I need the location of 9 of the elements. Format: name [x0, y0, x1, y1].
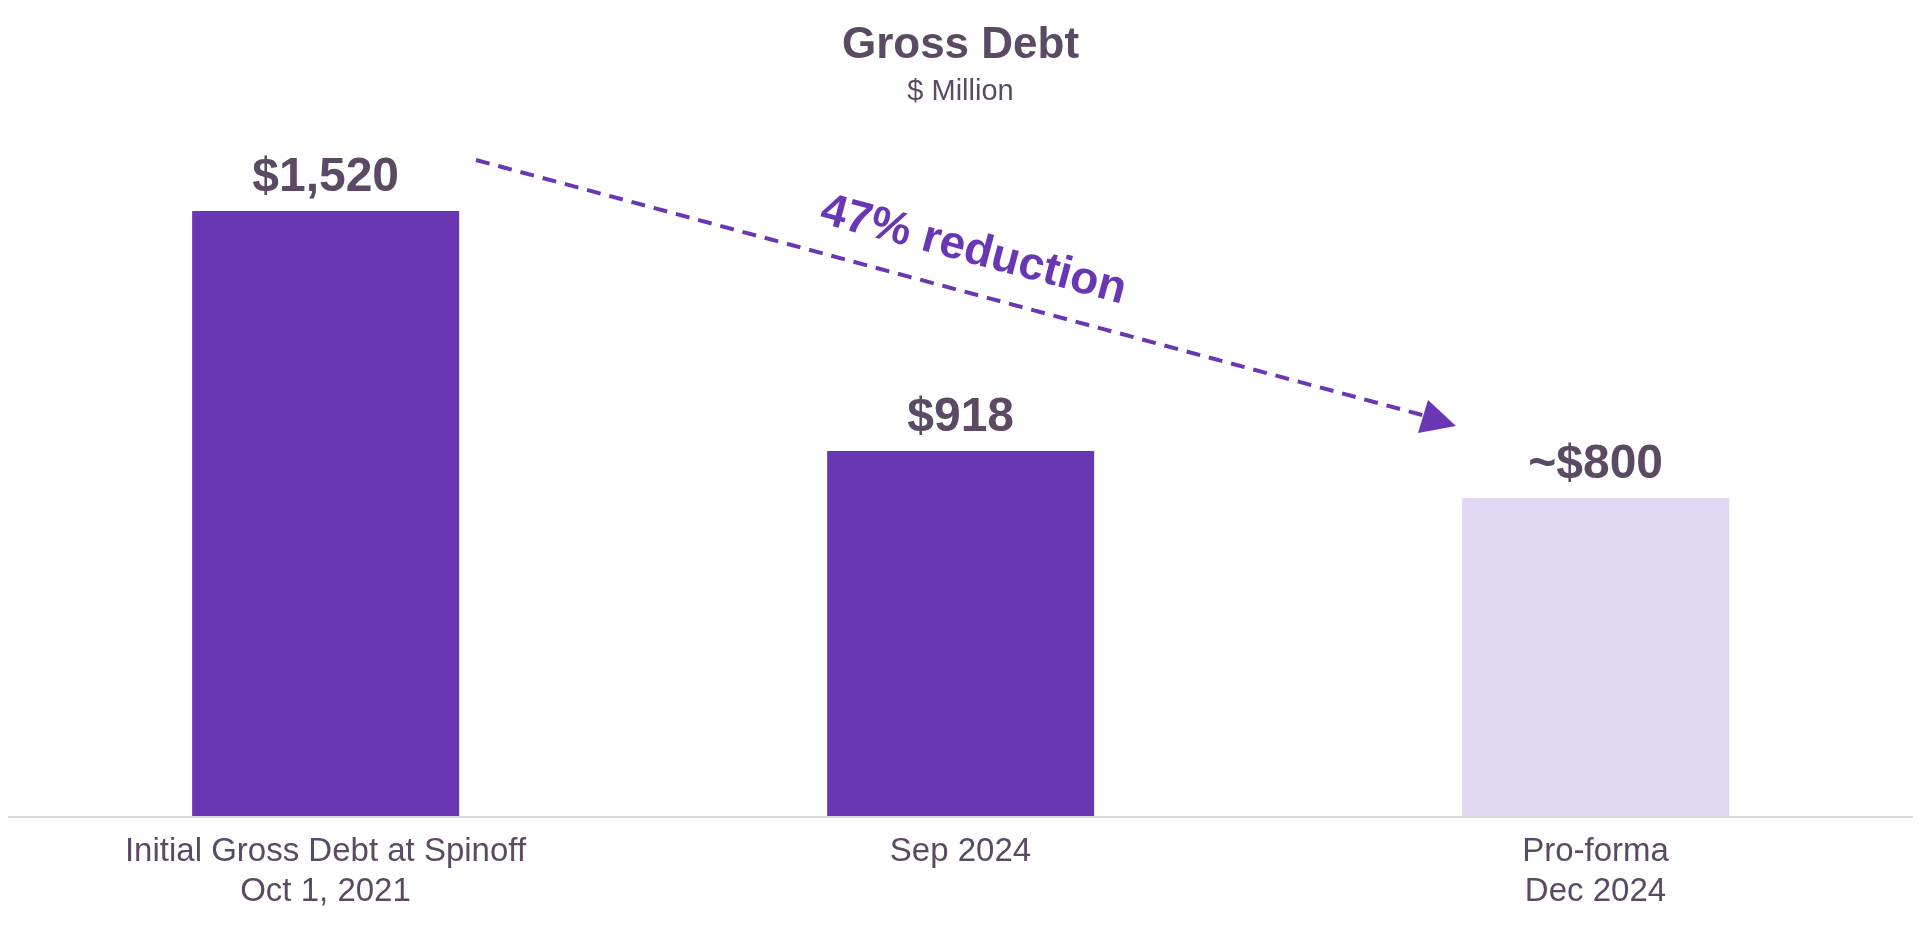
data-label: ~$800	[1528, 435, 1664, 489]
annotation: 47% reduction	[815, 181, 1133, 314]
x-tick-label: Initial Gross Debt at Spinoff Oct 1, 2021	[124, 831, 527, 908]
x-tick-label: Pro-forma Dec 2024	[1522, 831, 1670, 908]
data-label: $918	[907, 388, 1015, 442]
data-label: $1,520	[252, 148, 400, 201]
chart-subtitle: $ Million	[907, 74, 1014, 106]
x-tick-label: Sep 2024	[889, 831, 1032, 868]
chart-title: Gross Debt	[841, 18, 1080, 67]
